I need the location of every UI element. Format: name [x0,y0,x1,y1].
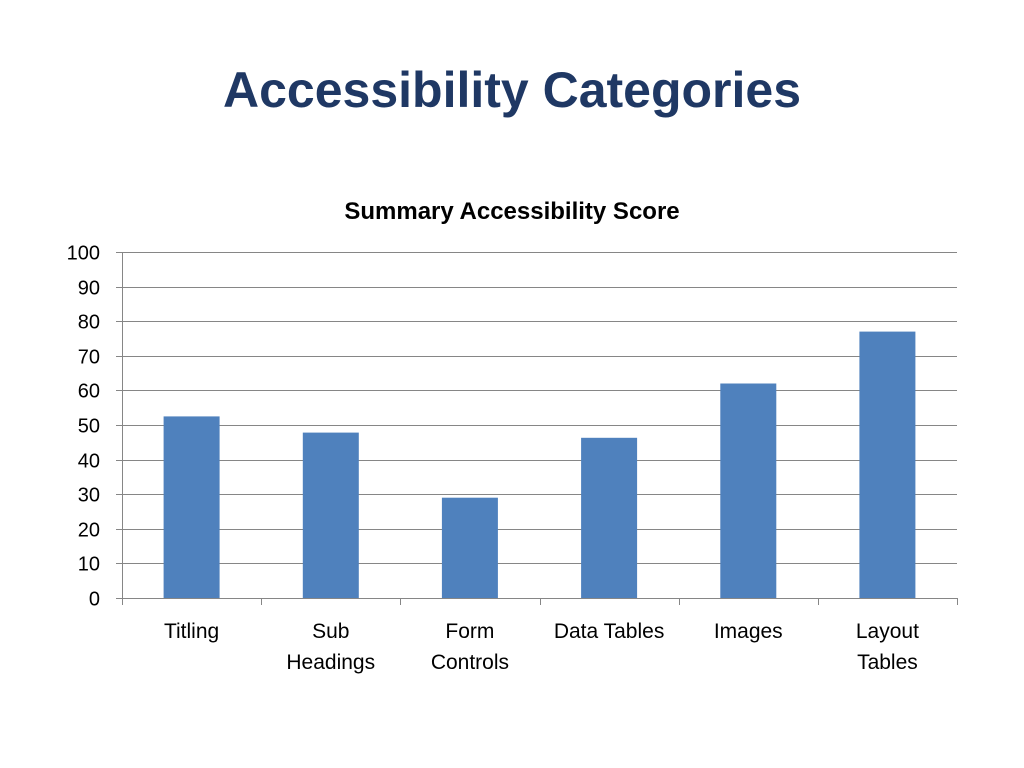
y-tick-label: 90 [78,278,100,300]
x-category-label: Data Tables [554,620,665,643]
bar [302,432,359,598]
y-tick-label: 0 [89,589,100,611]
bar [859,331,916,598]
y-tick-label: 20 [78,520,100,542]
y-tick-label: 30 [78,485,100,507]
bars [163,331,916,598]
y-tick-label: 50 [78,416,100,438]
x-category-label: Layout Tables [856,620,919,674]
x-category-label: Images [714,620,783,643]
gridlines [122,252,957,564]
bar [581,437,638,598]
bar [163,416,220,598]
y-tick-label: 70 [78,347,100,369]
y-tick-label: 40 [78,451,100,473]
x-category-label: Sub Headings [286,620,375,674]
bar [441,497,498,598]
bar [720,383,777,598]
y-tick-label: 80 [78,312,100,334]
x-category-label: Titling [164,620,219,643]
axes [116,252,958,605]
chart-title: Summary Accessibility Score [344,198,679,225]
x-category-labels: Titling Sub Headings Form Controls Data Table… [164,620,919,674]
y-tick-label: 60 [78,381,100,403]
y-tick-label: 100 [67,243,100,265]
y-tick-label: 10 [78,554,100,576]
y-tick-labels: 0 10 20 30 40 50 60 70 80 90 100 [67,243,100,611]
x-category-label: Form Controls [431,620,509,674]
slide-title: Accessibility Categories [222,62,802,118]
